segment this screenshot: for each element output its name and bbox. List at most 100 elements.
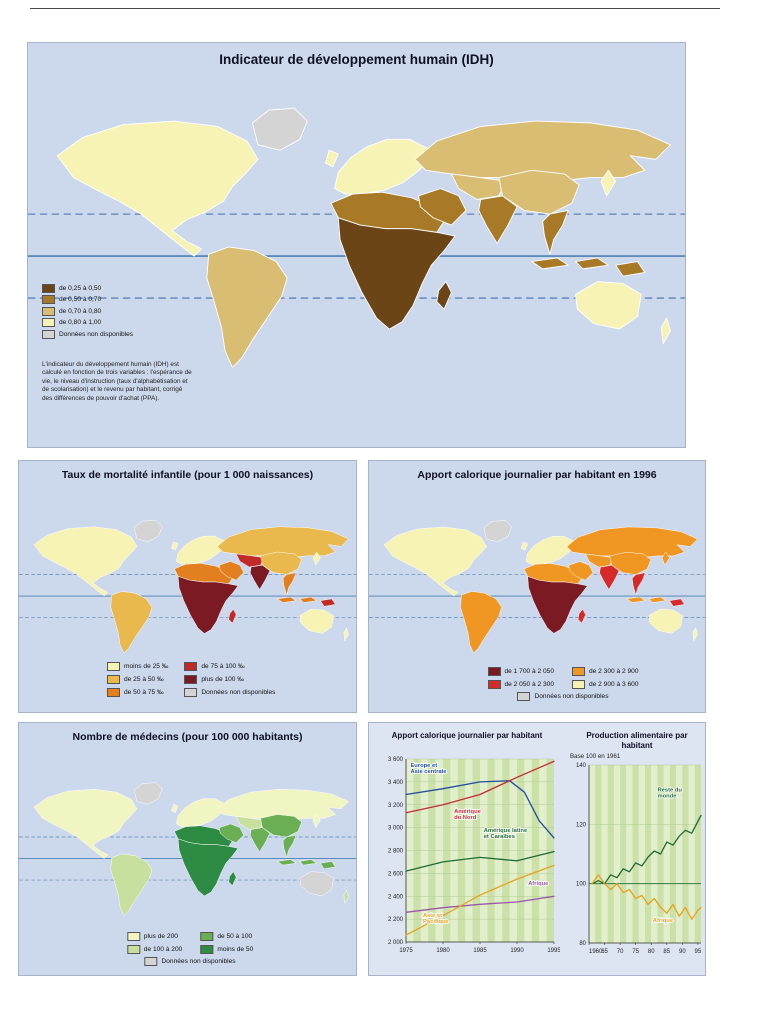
- legend-item: de 2 900 à 3 600: [572, 679, 639, 689]
- region-united-kingdom: [171, 804, 179, 813]
- legend-label: moins de 50: [217, 945, 254, 953]
- doctors-legend: plus de 200 de 100 à 200 de 50 à 100 moins …: [126, 930, 254, 967]
- idh-world-map: [28, 67, 685, 447]
- legend-swatch: [487, 666, 501, 676]
- series-label: Amérique latine et Caraïbes: [484, 828, 528, 840]
- legend-label: de 100 à 200: [143, 945, 183, 953]
- legend-item: de 50 à 100: [200, 931, 253, 941]
- region-sub-saharan-africa: [527, 576, 588, 634]
- region-new-guinea: [320, 598, 336, 607]
- legend-item: de 0,70 à 0,80: [42, 306, 133, 316]
- svg-text:100: 100: [576, 882, 587, 888]
- legend-label: Données non disponibles: [201, 688, 276, 696]
- food-production-chart-block: Production alimentaire par habitant Base…: [568, 731, 705, 971]
- region-japan: [661, 551, 670, 566]
- region-new-zealand: [343, 627, 349, 642]
- legend-swatch: [42, 318, 55, 327]
- legend-label: de 2 300 à 2 900: [589, 667, 639, 675]
- svg-text:2 000: 2 000: [388, 940, 404, 946]
- svg-text:95: 95: [695, 949, 702, 955]
- calorie-line-chart: 2 000 2 200 2 400 2 600 2 800 3 000 3 200 3 400…: [374, 753, 561, 960]
- calories-legend-grid: de 1 700 à 2 050 de 2 050 à 2 300 de 2 300…: [487, 665, 639, 690]
- region-india: [249, 564, 271, 590]
- calorie-chart-block: Apport calorique journalier par habitant…: [374, 731, 561, 971]
- svg-text:140: 140: [576, 763, 587, 769]
- region-middle-east: [568, 561, 594, 581]
- panel-idh: Indicateur de développement humain (IDH)…: [27, 42, 686, 448]
- svg-text:1985: 1985: [473, 948, 487, 954]
- doctors-legend-grid: plus de 200 de 100 à 200 de 50 à 100 moins …: [126, 930, 254, 955]
- legend-item: Données non disponibles: [517, 691, 609, 701]
- legend-item: Données non disponibles: [144, 956, 236, 966]
- continents: [33, 519, 349, 654]
- region-australia: [299, 871, 334, 897]
- world-map-template: [369, 520, 705, 654]
- calorie-chart-title: Apport calorique journalier par habitant: [391, 731, 543, 740]
- svg-text:80: 80: [648, 949, 655, 955]
- series-line: [405, 895, 555, 913]
- mortality-legend: moins de 25 ‰ de 25 à 50 ‰ de 50 à 75 ‰ de …: [107, 660, 275, 698]
- legend-label: plus de 200: [143, 932, 178, 940]
- legend-item: de 0,80 à 1,00: [42, 318, 133, 327]
- legend-label: de 1 700 à 2 050: [504, 667, 555, 675]
- idh-legend: de 0,25 à 0,50 de 0,50 à 0,70 de 0,70 à 0,…: [42, 281, 133, 341]
- legend-label: Données non disponibles: [161, 957, 236, 965]
- calories-legend-nodata: Données non disponibles: [517, 690, 609, 702]
- svg-text:1980: 1980: [436, 948, 450, 954]
- region-new-zealand: [660, 317, 671, 345]
- legend-label: moins de 25 ‰: [124, 662, 169, 670]
- region-south-america: [110, 591, 153, 654]
- svg-text:90: 90: [679, 949, 686, 955]
- region-new-zealand: [692, 627, 698, 642]
- legend-swatch: [42, 283, 55, 293]
- idh-title: Indicateur de développement humain (IDH): [219, 52, 494, 67]
- region-indonesia: [277, 596, 317, 603]
- series-label: Europe et Asie centrale: [410, 763, 447, 775]
- svg-text:1990: 1990: [510, 948, 524, 954]
- region-europe: [334, 138, 430, 195]
- region-central-asia: [585, 553, 614, 568]
- series-line: [591, 814, 702, 885]
- region-australia: [299, 608, 334, 634]
- panel-doctors: Nombre de médecins (pour 100 000 habitan…: [18, 722, 357, 976]
- region-madagascar: [436, 281, 452, 310]
- region-india: [249, 827, 271, 853]
- legend-label: Données non disponibles: [534, 692, 609, 700]
- continents: [383, 520, 698, 654]
- calories-legend: de 1 700 à 2 050 de 2 050 à 2 300 de 2 300…: [429, 665, 697, 702]
- region-middle-east: [418, 188, 467, 226]
- page-top-rule: [30, 8, 720, 9]
- region-new-zealand: [343, 890, 349, 904]
- region-new-guinea: [320, 861, 336, 870]
- legend-swatch: [126, 944, 140, 954]
- region-north-america: [56, 120, 259, 257]
- region-southeast-asia: [282, 834, 297, 858]
- svg-text:2 200: 2 200: [388, 917, 404, 923]
- region-south-america: [206, 246, 288, 368]
- region-greenland: [133, 519, 163, 542]
- region-japan: [312, 814, 321, 828]
- legend-swatch: [144, 956, 158, 966]
- legend-swatch: [572, 666, 585, 676]
- chart-svg: 2 000 2 200 2 400 2 600 2 800 3 000 3 200 3 400…: [388, 757, 561, 954]
- legend-label: de 25 à 50 ‰: [124, 675, 164, 683]
- svg-text:80: 80: [579, 941, 586, 947]
- region-sub-saharan-africa: [337, 217, 456, 330]
- region-madagascar: [228, 871, 237, 886]
- svg-text:65: 65: [601, 949, 608, 955]
- region-china: [609, 551, 652, 575]
- region-europe: [525, 536, 575, 565]
- continents: [33, 782, 349, 916]
- legend-item: de 1 700 à 2 050: [487, 666, 555, 676]
- legend-swatch: [42, 306, 55, 316]
- region-middle-east: [219, 823, 244, 843]
- legend-swatch: [107, 687, 120, 697]
- legend-swatch: [572, 679, 585, 689]
- world-map-template: [28, 107, 685, 368]
- region-united-kingdom: [325, 149, 339, 168]
- region-new-guinea: [669, 598, 685, 607]
- region-australia: [575, 281, 642, 330]
- region-central-asia: [450, 173, 507, 200]
- food-production-chart-title: Production alimentaire par habitant: [586, 731, 688, 750]
